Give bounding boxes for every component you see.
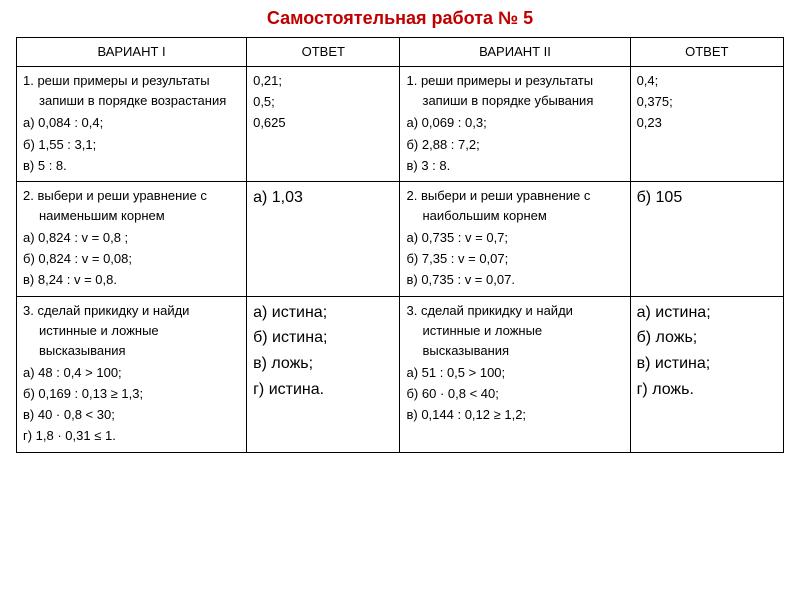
cell-answer-2: а) истина;б) ложь;в) истина;г) ложь. [630, 296, 783, 452]
task-head: 3. сделай прикидку и найди истинные и ло… [23, 301, 240, 361]
cell-variant-1: 2. выбери и реши уравнение с наименьшим … [17, 181, 247, 296]
task-head: 1. реши примеры и результаты запиши в по… [406, 71, 623, 111]
task-line: а) 48 : 0,4 > 100; [23, 363, 240, 383]
task-line: б) 60 · 0,8 ˂ 40; [406, 384, 623, 404]
header-answer-2: ОТВЕТ [630, 38, 783, 67]
answer-line: 0,21; [253, 71, 393, 91]
header-answer-1: ОТВЕТ [247, 38, 400, 67]
cell-answer-1: а) 1,03 [247, 181, 400, 296]
answer-line: 0,625 [253, 113, 393, 133]
table-row: 1. реши примеры и результаты запиши в по… [17, 67, 784, 182]
header-variant-2: ВАРИАНТ II [400, 38, 630, 67]
cell-variant-1: 1. реши примеры и результаты запиши в по… [17, 67, 247, 182]
task-line: в) 40 · 0,8 ˂ 30; [23, 405, 240, 425]
answer-line: г) истина. [253, 378, 393, 403]
task-line: б) 0,824 : v = 0,08; [23, 249, 240, 269]
cell-variant-2: 2. выбери и реши уравнение с наибольшим … [400, 181, 630, 296]
answer-line: г) ложь. [637, 378, 777, 403]
task-line: в) 5 : 8. [23, 156, 240, 176]
table-row: 3. сделай прикидку и найди истинные и ло… [17, 296, 784, 452]
cell-answer-1: а) истина;б) истина;в) ложь;г) истина. [247, 296, 400, 452]
answer-line: в) ложь; [253, 352, 393, 377]
table-row: 2. выбери и реши уравнение с наименьшим … [17, 181, 784, 296]
answer-line: 0,375; [637, 92, 777, 112]
task-head: 2. выбери и реши уравнение с наименьшим … [23, 186, 240, 226]
answer-line: 0,23 [637, 113, 777, 133]
task-head: 2. выбери и реши уравнение с наибольшим … [406, 186, 623, 226]
cell-variant-1: 3. сделай прикидку и найди истинные и ло… [17, 296, 247, 452]
task-line: б) 0,169 : 0,13 ≥ 1,3; [23, 384, 240, 404]
table-header-row: ВАРИАНТ I ОТВЕТ ВАРИАНТ II ОТВЕТ [17, 38, 784, 67]
cell-variant-2: 1. реши примеры и результаты запиши в по… [400, 67, 630, 182]
task-line: б) 2,88 : 7,2; [406, 135, 623, 155]
task-line: а) 0,069 : 0,3; [406, 113, 623, 133]
task-line: в) 0,735 : v = 0,07. [406, 270, 623, 290]
answer-line: 0,4; [637, 71, 777, 91]
task-line: в) 8,24 : v = 0,8. [23, 270, 240, 290]
task-line: б) 1,55 : 3,1; [23, 135, 240, 155]
task-line: в) 0,144 : 0,12 ≥ 1,2; [406, 405, 623, 425]
task-line: а) 0,084 : 0,4; [23, 113, 240, 133]
cell-variant-2: 3. сделай прикидку и найди истинные и ло… [400, 296, 630, 452]
answer-line: в) истина; [637, 352, 777, 377]
answer-line: а) истина; [253, 301, 393, 326]
task-head: 1. реши примеры и результаты запиши в по… [23, 71, 240, 111]
answer-line: а) истина; [637, 301, 777, 326]
answer-line: б) ложь; [637, 326, 777, 351]
cell-answer-2: б) 105 [630, 181, 783, 296]
cell-answer-2: 0,4; 0,375; 0,23 [630, 67, 783, 182]
task-line: в) 3 : 8. [406, 156, 623, 176]
answer-line: а) 1,03 [253, 186, 393, 211]
table-body: 1. реши примеры и результаты запиши в по… [17, 67, 784, 452]
task-line: а) 0,824 : v = 0,8 ; [23, 228, 240, 248]
cell-answer-1: 0,21;0,5;0,625 [247, 67, 400, 182]
header-variant-1: ВАРИАНТ I [17, 38, 247, 67]
worksheet-table: ВАРИАНТ I ОТВЕТ ВАРИАНТ II ОТВЕТ 1. реши… [16, 37, 784, 453]
page-title: Самостоятельная работа № 5 [16, 8, 784, 29]
answer-line: б) истина; [253, 326, 393, 351]
task-line: а) 51 : 0,5 > 100; [406, 363, 623, 383]
answer-line: 0,5; [253, 92, 393, 112]
task-line: г) 1,8 · 0,31 ≤ 1. [23, 426, 240, 446]
task-head: 3. сделай прикидку и найди истинные и ло… [406, 301, 623, 361]
answer-line: б) 105 [637, 186, 777, 211]
task-line: б) 7,35 : v = 0,07; [406, 249, 623, 269]
task-line: а) 0,735 : v = 0,7; [406, 228, 623, 248]
